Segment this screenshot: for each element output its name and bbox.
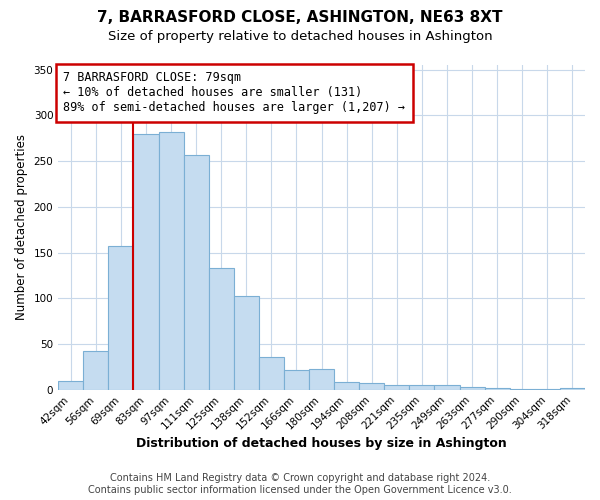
Bar [485,388,510,390]
Bar [133,134,158,390]
X-axis label: Distribution of detached houses by size in Ashington: Distribution of detached houses by size … [136,437,507,450]
Text: Contains HM Land Registry data © Crown copyright and database right 2024.
Contai: Contains HM Land Registry data © Crown c… [88,474,512,495]
Text: 7 BARRASFORD CLOSE: 79sqm
← 10% of detached houses are smaller (131)
89% of semi: 7 BARRASFORD CLOSE: 79sqm ← 10% of detac… [64,72,406,114]
Bar [510,389,535,390]
Bar [58,380,83,390]
Text: Size of property relative to detached houses in Ashington: Size of property relative to detached ho… [107,30,493,43]
Bar [309,368,334,390]
Bar [209,268,234,390]
Bar [109,246,133,390]
Bar [359,384,385,390]
Bar [83,352,109,390]
Text: 7, BARRASFORD CLOSE, ASHINGTON, NE63 8XT: 7, BARRASFORD CLOSE, ASHINGTON, NE63 8XT [97,10,503,25]
Y-axis label: Number of detached properties: Number of detached properties [15,134,28,320]
Bar [284,370,309,390]
Bar [409,385,434,390]
Bar [434,385,460,390]
Bar [234,296,259,390]
Bar [460,387,485,390]
Bar [334,382,359,390]
Bar [385,385,409,390]
Bar [158,132,184,390]
Bar [259,357,284,390]
Bar [560,388,585,390]
Bar [184,154,209,390]
Bar [535,389,560,390]
